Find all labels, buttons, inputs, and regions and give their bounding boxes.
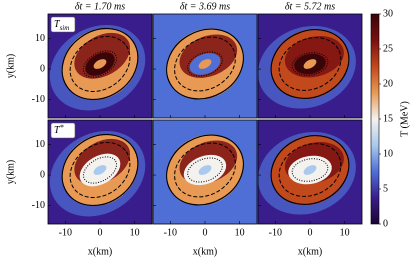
column-title: δt = 1.70 ms [75, 1, 125, 12]
colorbar-tick-label: 15 [383, 113, 393, 124]
heatmap-center [198, 165, 212, 175]
contour [270, 29, 350, 99]
x-tick-label: 10 [340, 227, 350, 238]
x-tick-label: -10 [269, 227, 282, 238]
row-label-box [50, 122, 76, 139]
x-axis-label: x(km) [88, 246, 112, 257]
contour [61, 27, 139, 101]
column-title: δt = 3.69 ms [180, 1, 230, 12]
contour [278, 143, 342, 197]
contour [166, 28, 244, 100]
colorbar-tick-label: 0 [383, 218, 388, 229]
row-label-subscript: sim [60, 24, 70, 32]
contour [61, 133, 139, 207]
heatmap-panel [153, 120, 257, 224]
contour [291, 52, 329, 76]
heatmap-panel [48, 14, 152, 118]
y-tick-label: 0 [40, 63, 45, 74]
colorbar-tick-label: 5 [383, 183, 388, 194]
heatmap-panel [153, 14, 257, 118]
colorbar-label: T (MeV) [399, 101, 410, 137]
contour [291, 158, 329, 182]
contour [174, 36, 236, 92]
contour [187, 157, 223, 183]
row-label-symbol: T [54, 125, 61, 136]
contour [82, 156, 118, 184]
colorbar-tick-label: 30 [383, 8, 393, 19]
y-tick-label: 0 [40, 169, 45, 180]
x-axis-label: x(km) [193, 246, 217, 257]
heatmap-center [303, 59, 317, 69]
row-label-superscript: * [60, 123, 64, 132]
contour [187, 51, 223, 77]
contour [174, 142, 236, 198]
contour [82, 50, 118, 78]
heatmap-center [303, 165, 317, 175]
y-axis-label: y(km) [5, 160, 16, 184]
x-tick-label: 10 [130, 227, 140, 238]
y-tick-label: 10 [35, 33, 45, 44]
row-label-box [50, 16, 76, 33]
colorbar-tick-label: 10 [383, 148, 393, 159]
y-axis-label: y(km) [5, 54, 16, 78]
y-tick-label: 10 [35, 139, 45, 150]
row-label: T* [54, 123, 64, 136]
x-axis-label: x(km) [298, 246, 322, 257]
contour [69, 35, 131, 93]
x-tick-label: 0 [203, 227, 208, 238]
heatmap-center [93, 165, 107, 175]
contour [166, 134, 244, 206]
column-title: δt = 5.72 ms [285, 1, 335, 12]
heatmap-panel [258, 120, 362, 224]
colorbar [370, 13, 380, 225]
x-tick-label: -10 [164, 227, 177, 238]
contour [69, 141, 131, 199]
row-label-symbol: T [54, 19, 61, 30]
x-tick-label: 10 [235, 227, 245, 238]
x-tick-label: 0 [98, 227, 103, 238]
heatmap-panel [48, 120, 152, 224]
y-tick-label: -10 [32, 94, 45, 105]
colorbar-tick-label: 20 [383, 78, 393, 89]
row-label: Tsim [54, 19, 69, 31]
contour [278, 37, 342, 91]
heatmap-center [93, 59, 107, 69]
x-tick-label: 0 [308, 227, 313, 238]
y-tick-label: -10 [32, 200, 45, 211]
contour [270, 135, 350, 205]
colorbar-tick-label: 25 [383, 43, 393, 54]
x-tick-label: -10 [59, 227, 72, 238]
heatmap-center [198, 59, 212, 69]
heatmap-panel [258, 14, 362, 118]
